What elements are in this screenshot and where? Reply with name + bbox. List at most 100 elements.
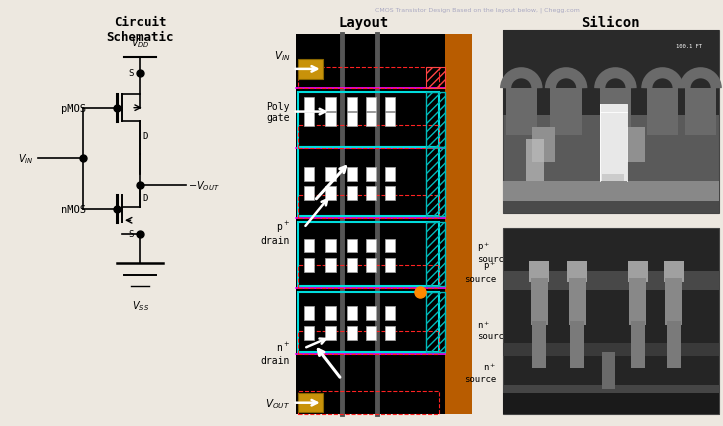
Bar (503, 31, 719, 213)
Bar (667, 322, 681, 368)
Bar (304, 167, 314, 181)
Bar (503, 271, 719, 291)
Bar (569, 279, 586, 325)
Bar (299, 223, 440, 287)
Bar (550, 89, 582, 135)
Bar (304, 98, 314, 112)
Bar (629, 279, 646, 325)
Bar (299, 93, 440, 147)
Text: $V_{IN}$: $V_{IN}$ (17, 152, 33, 166)
Bar (385, 239, 395, 253)
Bar (347, 239, 357, 253)
Text: D: D (142, 132, 147, 141)
Text: pMOS: pMOS (61, 104, 85, 113)
Bar (325, 113, 335, 127)
Text: $V_{OUT}$: $V_{OUT}$ (265, 396, 290, 410)
Text: n$^+$
source: n$^+$ source (477, 318, 510, 340)
Bar (299, 265, 440, 288)
Text: $-V_{OUT}$: $-V_{OUT}$ (188, 179, 220, 193)
Bar (505, 89, 537, 135)
Text: Layout: Layout (338, 15, 388, 29)
Text: D: D (142, 194, 147, 203)
Bar (426, 147, 445, 217)
Bar (647, 89, 678, 135)
Bar (366, 239, 376, 253)
Bar (304, 307, 314, 321)
Bar (299, 60, 322, 79)
Bar (385, 258, 395, 272)
Bar (532, 322, 547, 368)
Bar (602, 352, 615, 389)
Bar (299, 147, 440, 217)
Bar (531, 279, 548, 325)
Bar (325, 98, 335, 112)
Text: $V_{IN}$: $V_{IN}$ (273, 49, 290, 63)
Bar (600, 89, 631, 135)
Bar (296, 35, 472, 414)
Bar (347, 113, 357, 127)
Bar (304, 258, 314, 272)
Bar (347, 98, 357, 112)
Bar (385, 307, 395, 321)
Bar (426, 68, 445, 89)
Bar (347, 326, 357, 340)
Bar (347, 167, 357, 181)
Bar (602, 174, 625, 190)
Bar (304, 326, 314, 340)
Bar (568, 262, 587, 283)
Text: S: S (128, 230, 134, 239)
Bar (426, 93, 445, 147)
Bar (304, 113, 314, 127)
Bar (299, 292, 440, 352)
Bar (325, 187, 335, 201)
Bar (503, 343, 719, 356)
Bar (426, 292, 445, 352)
Bar (347, 258, 357, 272)
Bar (600, 104, 627, 182)
Text: S: S (128, 69, 134, 78)
Text: $V_{SS}$: $V_{SS}$ (132, 298, 149, 312)
Bar (366, 98, 376, 112)
Text: CMOS Transistor Design Based on the layout below, | Chegg.com: CMOS Transistor Design Based on the layo… (375, 8, 580, 13)
Bar (622, 128, 645, 163)
Bar (299, 196, 440, 219)
Bar (366, 113, 376, 127)
Text: n$^+$
source: n$^+$ source (464, 361, 497, 383)
Text: nMOS: nMOS (61, 204, 85, 214)
Bar (385, 98, 395, 112)
Bar (385, 326, 395, 340)
Bar (325, 258, 335, 272)
Bar (503, 201, 719, 213)
Bar (385, 167, 395, 181)
Bar (503, 182, 719, 213)
Bar (503, 228, 719, 414)
Bar (628, 262, 648, 283)
Bar (532, 128, 555, 163)
Bar (503, 393, 719, 414)
Bar (325, 167, 335, 181)
Bar (685, 89, 716, 135)
Bar (385, 187, 395, 201)
Text: Silicon: Silicon (581, 15, 641, 29)
Bar (304, 239, 314, 253)
Bar (325, 239, 335, 253)
Bar (325, 307, 335, 321)
Bar (347, 187, 357, 201)
Bar (325, 326, 335, 340)
Bar (503, 386, 719, 395)
Text: n$^+$
drain: n$^+$ drain (261, 340, 290, 365)
Bar (347, 307, 357, 321)
Bar (385, 113, 395, 127)
Bar (304, 187, 314, 201)
Text: $V_{DD}$: $V_{DD}$ (131, 37, 150, 50)
Bar (503, 31, 719, 116)
Text: p$^+$
source: p$^+$ source (477, 240, 510, 264)
Bar (366, 167, 376, 181)
Bar (299, 391, 440, 414)
Bar (526, 139, 544, 186)
Text: 100.1 FT: 100.1 FT (677, 44, 702, 49)
Bar (426, 223, 445, 287)
Bar (299, 68, 440, 89)
Text: Circuit
Schematic: Circuit Schematic (106, 15, 174, 43)
Bar (445, 35, 472, 414)
